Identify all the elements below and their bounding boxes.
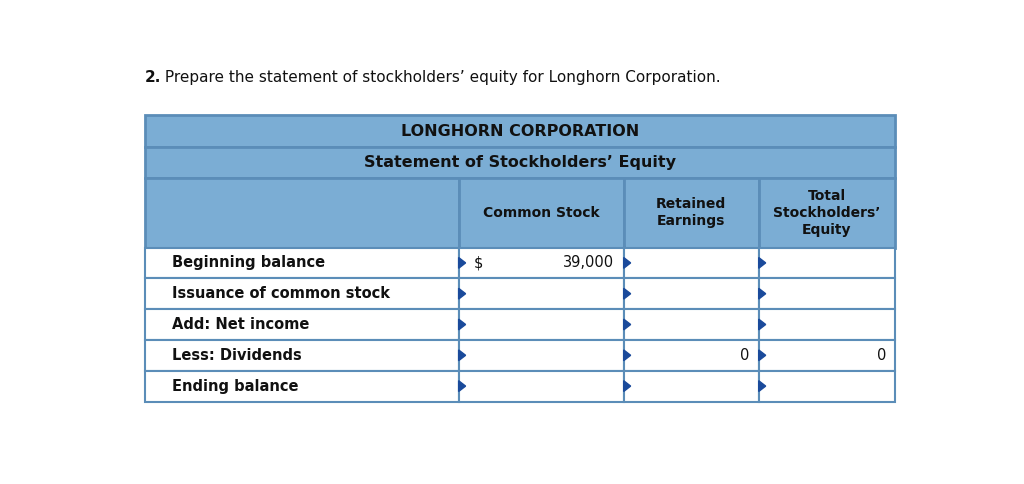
Bar: [145, 340, 459, 371]
Bar: [759, 247, 895, 278]
Polygon shape: [624, 319, 631, 330]
Text: Statement of Stockholders’ Equity: Statement of Stockholders’ Equity: [365, 155, 676, 170]
Bar: [459, 278, 624, 309]
Bar: [759, 309, 895, 340]
Bar: [145, 148, 895, 178]
Text: Less: Dividends: Less: Dividends: [172, 348, 302, 363]
Bar: [145, 278, 459, 309]
Polygon shape: [624, 381, 631, 392]
Text: Beginning balance: Beginning balance: [172, 256, 326, 271]
Polygon shape: [624, 350, 631, 361]
Text: $: $: [474, 256, 483, 271]
Polygon shape: [459, 350, 466, 361]
Polygon shape: [624, 257, 631, 268]
Bar: [624, 371, 759, 402]
Text: 0: 0: [877, 348, 886, 363]
Text: Common Stock: Common Stock: [483, 206, 599, 220]
Text: 39,000: 39,000: [563, 256, 614, 271]
Bar: [759, 178, 895, 247]
Bar: [624, 278, 759, 309]
Polygon shape: [759, 350, 766, 361]
Bar: [459, 371, 624, 402]
Polygon shape: [459, 319, 466, 330]
Polygon shape: [459, 381, 466, 392]
Bar: [759, 340, 895, 371]
Polygon shape: [759, 381, 766, 392]
Bar: [759, 371, 895, 402]
Text: Issuance of common stock: Issuance of common stock: [172, 286, 390, 301]
Polygon shape: [759, 288, 766, 299]
Bar: [759, 278, 895, 309]
Bar: [145, 309, 459, 340]
Polygon shape: [759, 257, 766, 268]
Text: Prepare the statement of stockholders’ equity for Longhorn Corporation.: Prepare the statement of stockholders’ e…: [160, 70, 721, 85]
Text: 2.: 2.: [145, 70, 162, 85]
Bar: [145, 115, 895, 148]
Bar: [145, 178, 459, 247]
Text: Total
Stockholders’
Equity: Total Stockholders’ Equity: [773, 189, 881, 237]
Polygon shape: [759, 319, 766, 330]
Polygon shape: [624, 288, 631, 299]
Text: Ending balance: Ending balance: [172, 378, 299, 393]
Text: 0: 0: [740, 348, 750, 363]
Bar: [459, 340, 624, 371]
Bar: [624, 247, 759, 278]
Polygon shape: [459, 257, 466, 268]
Text: LONGHORN CORPORATION: LONGHORN CORPORATION: [401, 124, 639, 139]
Text: Add: Net income: Add: Net income: [172, 317, 309, 332]
Bar: [145, 247, 459, 278]
Bar: [624, 309, 759, 340]
Polygon shape: [459, 288, 466, 299]
Bar: [459, 178, 624, 247]
Text: Retained
Earnings: Retained Earnings: [656, 197, 726, 228]
Bar: [624, 340, 759, 371]
Bar: [145, 371, 459, 402]
Bar: [459, 247, 624, 278]
Bar: [459, 309, 624, 340]
Bar: [624, 178, 759, 247]
